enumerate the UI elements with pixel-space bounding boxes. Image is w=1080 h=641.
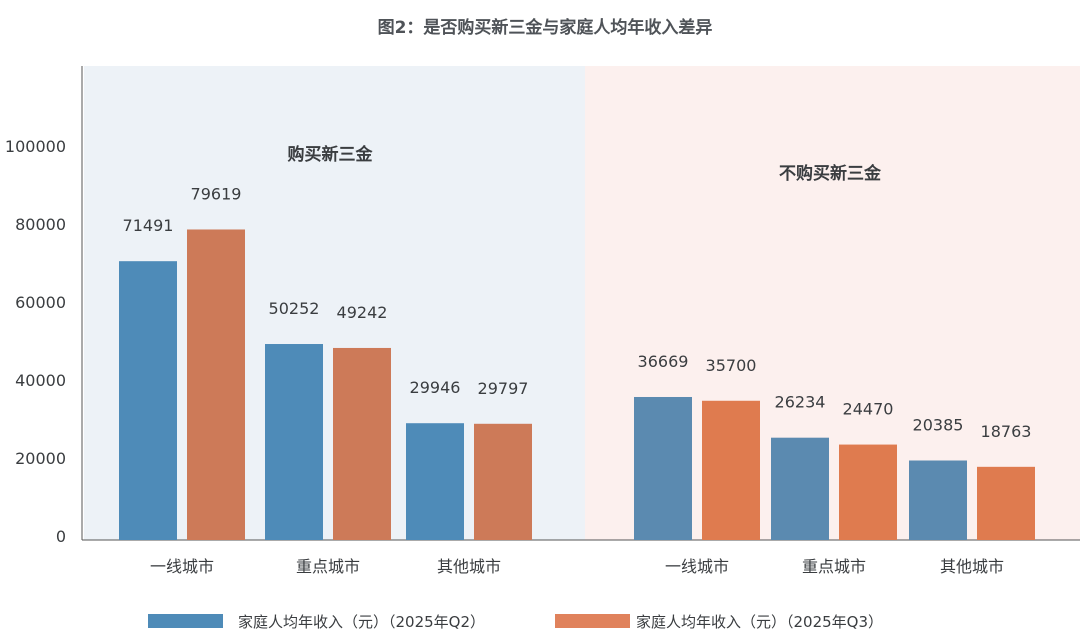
bar bbox=[406, 423, 464, 540]
data-label: 79619 bbox=[191, 184, 242, 203]
labels: 0 20000 40000 60000 80000 100000 购买新三金 71491 796… bbox=[5, 137, 1032, 576]
category-label: 重点城市 bbox=[802, 557, 866, 576]
y-tick-label: 60000 bbox=[15, 293, 66, 312]
legend-swatch bbox=[148, 614, 223, 628]
data-label: 49242 bbox=[337, 303, 388, 322]
bar bbox=[839, 444, 897, 540]
legend-label: 家庭人均年收入（元）（2025年Q2） bbox=[238, 613, 485, 631]
bar bbox=[634, 396, 692, 540]
data-label: 18763 bbox=[981, 422, 1032, 441]
data-label: 29797 bbox=[478, 379, 529, 398]
bar bbox=[265, 344, 323, 540]
y-tick-label: 100000 bbox=[5, 137, 66, 156]
data-label: 71491 bbox=[123, 216, 174, 235]
bar bbox=[909, 460, 967, 540]
data-label: 29946 bbox=[410, 378, 461, 397]
data-label: 36669 bbox=[638, 352, 689, 371]
bar bbox=[333, 347, 391, 540]
category-label: 其他城市 bbox=[940, 557, 1004, 576]
data-label: 50252 bbox=[269, 299, 320, 318]
y-tick-label: 0 bbox=[56, 527, 66, 546]
group-label: 购买新三金 bbox=[288, 144, 374, 165]
data-label: 20385 bbox=[913, 415, 964, 434]
chart-title: 图2：是否购买新三金与家庭人均年收入差异 bbox=[378, 17, 713, 38]
category-label: 一线城市 bbox=[150, 557, 214, 576]
legend: 家庭人均年收入（元）（2025年Q2） 家庭人均年收入（元）（2025年Q3） bbox=[148, 613, 883, 631]
bar bbox=[702, 400, 760, 540]
category-label: 一线城市 bbox=[665, 557, 729, 576]
legend-swatch bbox=[555, 614, 630, 628]
bar bbox=[977, 466, 1035, 540]
y-tick-label: 40000 bbox=[15, 371, 66, 390]
category-label: 重点城市 bbox=[296, 557, 360, 576]
data-label: 26234 bbox=[775, 393, 826, 412]
y-tick-label: 80000 bbox=[15, 215, 66, 234]
bars bbox=[119, 229, 1035, 540]
bar bbox=[771, 437, 829, 540]
y-tick-label: 20000 bbox=[15, 449, 66, 468]
category-label: 其他城市 bbox=[437, 557, 501, 576]
data-label: 35700 bbox=[706, 356, 757, 375]
legend-label: 家庭人均年收入（元）（2025年Q3） bbox=[636, 613, 883, 631]
bar bbox=[119, 261, 177, 540]
group-label: 不购买新三金 bbox=[779, 163, 882, 184]
bar bbox=[474, 423, 532, 540]
bar bbox=[187, 229, 245, 540]
data-label: 24470 bbox=[843, 400, 894, 419]
